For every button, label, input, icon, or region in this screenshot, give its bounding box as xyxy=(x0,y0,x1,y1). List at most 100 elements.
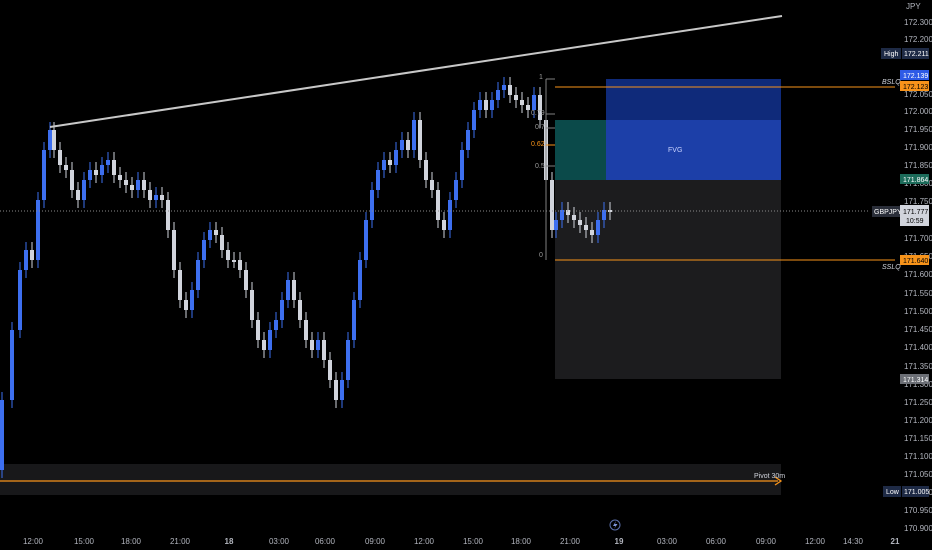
price-tick: 171.350 xyxy=(904,362,932,371)
time-tick: 18:00 xyxy=(511,537,532,546)
candle-body xyxy=(388,160,392,165)
candle-body xyxy=(0,400,4,470)
candle-body xyxy=(602,210,606,220)
candle-body xyxy=(214,230,218,235)
candle-body xyxy=(382,160,386,170)
time-tick: 21:00 xyxy=(560,537,581,546)
price-tick: 171.250 xyxy=(904,398,932,407)
price-axis[interactable]: 172.300 172.200 172.050 172.000 171.950 171.9… xyxy=(904,18,932,533)
fib-retracement[interactable]: 1 0.79 0.7 0.62 0.5 0 xyxy=(531,74,555,260)
price-tick: 171.550 xyxy=(904,289,932,298)
candle-body xyxy=(196,260,200,290)
fib-1: 1 xyxy=(539,74,543,81)
candle-body xyxy=(304,320,308,340)
price-tick: 171.750 xyxy=(904,197,932,206)
price-tick: 172.300 xyxy=(904,18,932,27)
candle-body xyxy=(566,210,570,215)
candle-body xyxy=(526,105,530,110)
candle-body xyxy=(70,170,74,190)
candle-body xyxy=(30,250,34,260)
candle-body xyxy=(442,220,446,230)
candle-body xyxy=(226,250,230,260)
candle-body xyxy=(42,150,46,200)
price-tick: 171.200 xyxy=(904,416,932,425)
candle-body xyxy=(578,220,582,225)
candle-body xyxy=(370,190,374,220)
time-tick: 18 xyxy=(225,537,234,546)
candle-body xyxy=(490,100,494,110)
candle-body xyxy=(58,150,62,165)
price-tick: 171.700 xyxy=(904,234,932,243)
price-tick: 171.950 xyxy=(904,125,932,134)
fib-07: 0.7 xyxy=(535,124,545,131)
candle-body xyxy=(436,190,440,220)
candle-body xyxy=(148,190,152,200)
candle-body xyxy=(244,270,248,290)
candle-body xyxy=(172,230,176,270)
candle-body xyxy=(596,220,600,235)
candle-body xyxy=(48,130,52,150)
candle-body xyxy=(94,170,98,175)
candle-body xyxy=(322,340,326,360)
candle-body xyxy=(274,320,278,330)
fvg-label: FVG xyxy=(668,147,682,154)
candle-body xyxy=(112,160,116,175)
candle-body xyxy=(154,195,158,200)
candle-body xyxy=(532,95,536,110)
candle-body xyxy=(18,270,22,330)
candle-body xyxy=(334,380,338,400)
teal-zone xyxy=(555,120,606,180)
candle-body xyxy=(554,220,558,230)
time-tick: 09:00 xyxy=(365,537,386,546)
candle-body xyxy=(502,85,506,90)
candle-body xyxy=(82,180,86,200)
pivot-label: Pivot 30m xyxy=(754,473,785,480)
time-tick: 06:00 xyxy=(706,537,727,546)
candle-body xyxy=(136,180,140,190)
candle-body xyxy=(460,150,464,180)
candle-body xyxy=(166,200,170,230)
price-tick: 171.900 xyxy=(904,143,932,152)
candle-body xyxy=(36,200,40,260)
svg-text:172.123: 172.123 xyxy=(903,84,928,91)
candle-body xyxy=(520,100,524,105)
fib-062: 0.62 xyxy=(531,141,545,148)
candle-body xyxy=(286,280,290,300)
candle-body xyxy=(514,95,518,100)
trendline[interactable] xyxy=(49,15,783,128)
candle-body xyxy=(496,90,500,100)
price-tick: 172.000 xyxy=(904,107,932,116)
candle-body xyxy=(118,175,122,180)
candle-body xyxy=(130,185,134,190)
lightning-icon[interactable] xyxy=(609,519,621,531)
bslq-label: BSLQ xyxy=(882,79,901,86)
bslq-badge: 172.139 172.123 xyxy=(900,70,929,91)
time-tick: 19 xyxy=(615,537,624,546)
candle-body xyxy=(52,130,56,150)
candle-body xyxy=(590,230,594,235)
candle-body xyxy=(238,260,242,270)
candle-body xyxy=(10,330,14,400)
svg-text:171.005: 171.005 xyxy=(904,489,929,496)
candle-body xyxy=(142,180,146,190)
candle-body xyxy=(76,190,80,200)
time-tick: 14:30 xyxy=(843,537,864,546)
fvg-zone-dark xyxy=(606,79,781,120)
svg-text:172.211: 172.211 xyxy=(904,51,929,58)
fib-079: 0.79 xyxy=(531,110,545,117)
lower-zone-badge: 171.314 xyxy=(900,374,929,384)
candle-body xyxy=(292,280,296,300)
time-tick: 09:00 xyxy=(756,537,777,546)
candle-body xyxy=(560,210,564,220)
price-tick: 172.050 xyxy=(904,90,932,99)
candle-body xyxy=(430,180,434,190)
price-tick: 171.300 xyxy=(904,380,932,389)
candle-body xyxy=(376,170,380,190)
time-tick: 12:00 xyxy=(23,537,44,546)
candles xyxy=(0,77,612,478)
candle-body xyxy=(178,270,182,300)
target-zone xyxy=(555,180,781,379)
candle-body xyxy=(202,240,206,260)
time-axis[interactable]: 12:00 15:00 18:00 21:00 18 03:00 06:00 09:00 12:… xyxy=(23,537,900,546)
